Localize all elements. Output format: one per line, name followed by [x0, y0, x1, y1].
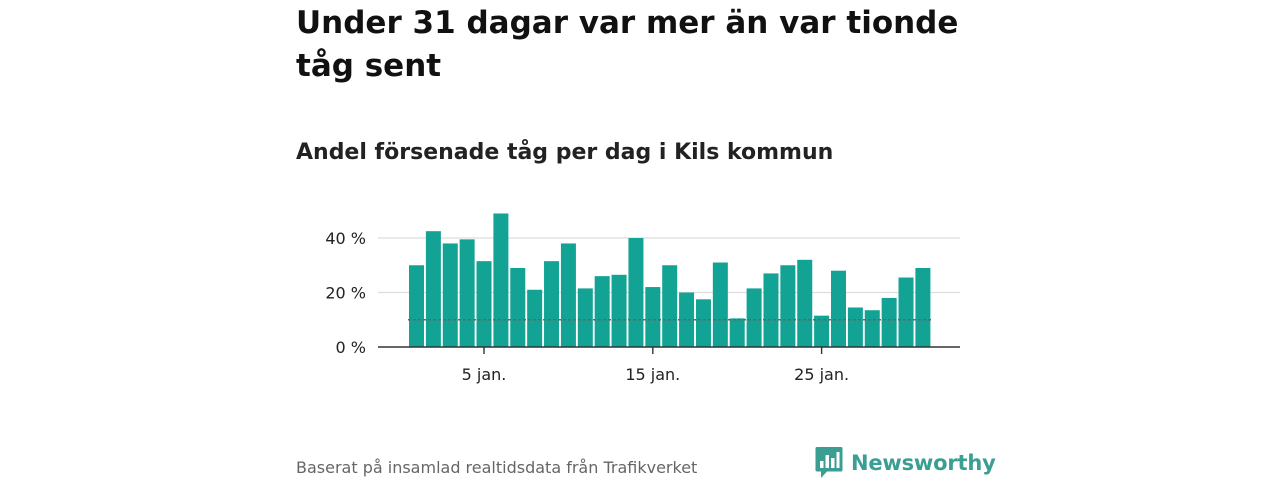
- bars: [409, 213, 931, 347]
- bar: [527, 289, 543, 347]
- bar-chart-speech-bubble-icon: [815, 447, 843, 478]
- bar: [628, 238, 644, 347]
- bar: [864, 310, 880, 347]
- bar: [814, 315, 830, 347]
- chart-subtitle: Andel försenade tåg per dag i Kils kommu…: [296, 140, 834, 165]
- y-tick-label: 0 %: [336, 338, 366, 357]
- bar: [594, 276, 610, 347]
- chart-title: Under 31 dagar var mer än var tionde tåg…: [296, 5, 959, 84]
- bar: [679, 292, 695, 347]
- x-tick-label: 5 jan.: [462, 365, 507, 384]
- bar: [493, 213, 509, 347]
- source-note: Baserat på insamlad realtidsdata från Tr…: [296, 458, 698, 477]
- bar: [780, 265, 796, 347]
- bar: [577, 288, 593, 347]
- bar: [712, 262, 728, 347]
- bar: [442, 243, 458, 347]
- bar-chart: 0 % 20 % 40 % 5 jan. 15 jan. 25 jan.: [325, 213, 960, 384]
- axes: 0 % 20 % 40 % 5 jan. 15 jan. 25 jan.: [325, 229, 960, 384]
- brand-logo: Newsworthy: [815, 446, 996, 480]
- bar: [763, 273, 779, 347]
- x-tick-label: 25 jan.: [794, 365, 849, 384]
- bar: [459, 239, 475, 347]
- bar: [915, 267, 931, 347]
- bar: [560, 243, 576, 347]
- bar: [476, 261, 492, 347]
- brand-name: Newsworthy: [851, 451, 996, 475]
- bar: [425, 231, 441, 347]
- bar: [881, 297, 897, 347]
- bar: [662, 265, 678, 347]
- bar: [898, 277, 914, 347]
- bar: [729, 318, 745, 347]
- bar: [797, 259, 813, 347]
- y-tick-label: 20 %: [325, 284, 366, 303]
- bar: [510, 267, 526, 347]
- bar: [746, 288, 762, 347]
- bar: [645, 287, 661, 347]
- bar: [611, 274, 627, 347]
- bar: [847, 307, 863, 347]
- x-tick-label: 15 jan.: [625, 365, 680, 384]
- y-tick-label: 40 %: [325, 229, 366, 248]
- bar: [544, 261, 560, 347]
- bar: [409, 265, 424, 347]
- bar: [831, 270, 846, 347]
- bar: [695, 299, 711, 347]
